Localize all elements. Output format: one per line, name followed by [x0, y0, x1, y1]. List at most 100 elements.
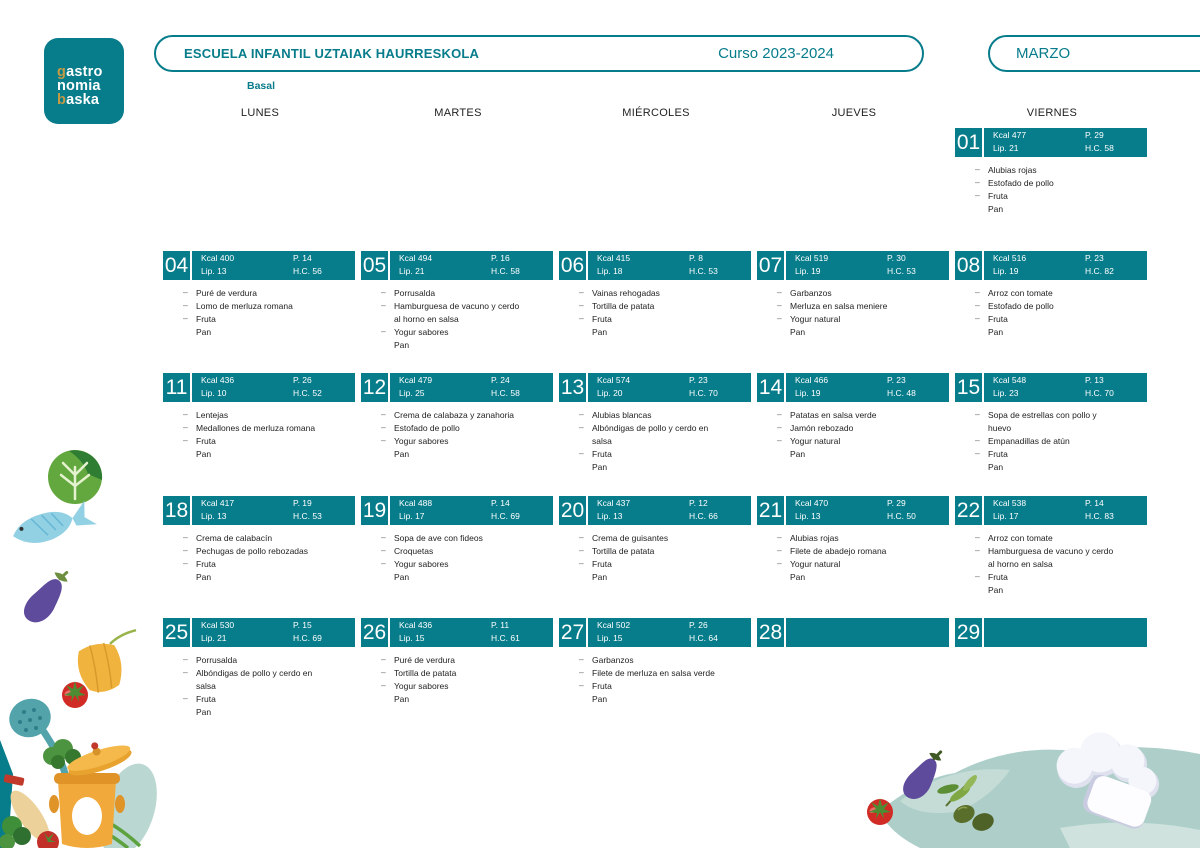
stat-p: P. 12 — [689, 497, 708, 508]
menu-item: Garbanzos — [579, 653, 718, 667]
stat-hc: H.C. 70 — [689, 388, 718, 398]
stat-lip: Lip. 15 — [597, 633, 623, 643]
stat-kcal: Kcal 479 — [399, 375, 433, 385]
day-nutrition-bar: Kcal 479 P. 24 Lip. 25 H.C. 58 — [390, 373, 553, 402]
menu-item: Lentejas — [183, 408, 322, 422]
day-nutrition-bar: Kcal 466 P. 23 Lip. 19 H.C. 48 — [786, 373, 949, 402]
menu-item: Alubias rojas — [777, 531, 916, 545]
menu-item: Porrusalda — [381, 286, 520, 300]
leaf-blob — [99, 763, 157, 848]
stat-lip: Lip. 23 — [993, 388, 1019, 398]
day-cell-11: 11 Kcal 436 P. 26 Lip. 10 H.C. 52 LentejasMed… — [161, 373, 359, 496]
day-cell-13: 13 Kcal 574 P. 23 Lip. 20 H.C. 70 Alubias bla… — [557, 373, 755, 496]
stat-p: P. 13 — [1085, 375, 1104, 385]
stat-p: P. 8 — [689, 252, 704, 263]
day-cell-06: 06 Kcal 415 P. 8 Lip. 18 H.C. 53 Vainas rehog… — [557, 250, 755, 374]
day-cell-14: 14 Kcal 466 P. 23 Lip. 19 H.C. 48 Patatas en … — [755, 373, 953, 496]
menu-item: Yogur sabores — [381, 325, 520, 339]
menu-item-list: PorrusaldaHamburguesa de vacuno y cerdo … — [361, 286, 557, 352]
stat-p: P. 14 — [293, 252, 312, 263]
menu-item: Puré de verdura — [183, 286, 322, 300]
menu-item-list: Crema de guisantesTortilla de patataFrut… — [559, 531, 755, 584]
day-number: 06 — [559, 250, 586, 280]
day-header: 26 Kcal 436 P. 11 Lip. 15 H.C. 61 — [361, 618, 557, 647]
stat-kcal: Kcal 466 — [795, 375, 829, 385]
menu-item: Fruta — [579, 679, 718, 693]
stat-kcal: Kcal 436 — [399, 620, 433, 630]
menu-item: Yogur sabores — [381, 557, 520, 571]
stat-kcal: Kcal 574 — [597, 375, 631, 385]
day-nutrition-bar: Kcal 417 P. 19 Lip. 13 H.C. 53 — [192, 495, 355, 525]
day-header: 21 Kcal 470 P. 29 Lip. 13 H.C. 50 — [757, 495, 953, 525]
menu-item: Fruta — [183, 557, 322, 571]
menu-item: Pan — [790, 449, 806, 459]
menu-item-list: Arroz con tomateEstofado de polloFrutaPa… — [955, 286, 1151, 339]
day-header: 11 Kcal 436 P. 26 Lip. 10 H.C. 52 — [163, 373, 359, 402]
gastronomia-baska-logo: gastro nomia baska — [44, 38, 124, 124]
stat-lip: Lip. 15 — [399, 633, 425, 643]
day-header: 05 Kcal 494 P. 16 Lip. 21 H.C. 58 — [361, 250, 557, 280]
blank-cell — [557, 128, 755, 251]
menu-item: Pan — [592, 462, 608, 472]
stat-hc: H.C. 50 — [887, 510, 916, 521]
blank-cell — [755, 128, 953, 251]
day-number: 05 — [361, 250, 388, 280]
weekday-header-col-4: JUEVES — [831, 107, 877, 119]
day-number: 25 — [163, 618, 190, 647]
day-header: 25 Kcal 530 P. 15 Lip. 21 H.C. 69 — [163, 618, 359, 647]
bread-icon — [10, 790, 50, 842]
day-number: 26 — [361, 618, 388, 647]
day-header: 28 — [757, 618, 953, 647]
menu-item: Pan — [394, 339, 410, 350]
day-nutrition-bar — [984, 618, 1147, 647]
menu-item: Alubias blancas — [579, 408, 718, 422]
day-number: 21 — [757, 495, 784, 525]
weekday-header-col-3: MIÉRCOLES — [622, 107, 690, 119]
day-number: 22 — [955, 495, 982, 525]
stat-p: P. 26 — [293, 375, 312, 385]
menu-item: Estofado de pollo — [975, 299, 1114, 313]
menu-item: Pan — [592, 571, 608, 582]
school-name: ESCUELA INFANTIL UZTAIAK HAURRESKOLA — [184, 46, 480, 61]
menu-item: Albóndigas de pollo y cerdo en salsa — [579, 421, 718, 448]
stat-lip: Lip. 13 — [795, 510, 821, 521]
menu-item: Tortilla de patata — [579, 544, 718, 558]
tomato-icon — [867, 798, 893, 825]
menu-item-list: Sopa de ave con fideosCroquetasYogur sab… — [361, 531, 557, 584]
menu-item: Pan — [988, 584, 1004, 595]
stat-p: P. 15 — [293, 620, 312, 630]
menu-item-list: Alubias rojasEstofado de polloFrutaPan — [955, 163, 1151, 216]
menu-item-list: Crema de calabaza y zanahoriaEstofado de… — [361, 408, 557, 461]
stat-lip: Lip. 13 — [201, 510, 227, 521]
menu-item: Tortilla de patata — [579, 299, 718, 313]
menu-item: Fruta — [975, 447, 1114, 461]
stat-lip: Lip. 13 — [597, 510, 623, 521]
chef-hat-illustration-right — [867, 732, 1200, 848]
menu-item: Fruta — [579, 312, 718, 326]
menu-item-list: Alubias blancasAlbóndigas de pollo y cer… — [559, 408, 755, 474]
day-cell-28: 28 — [755, 618, 953, 741]
day-number: 01 — [955, 128, 982, 157]
menu-item: Yogur sabores — [381, 434, 520, 448]
menu-item: Fruta — [975, 189, 1114, 203]
day-cell-20: 20 Kcal 437 P. 12 Lip. 13 H.C. 66 Crema de gu… — [557, 495, 755, 619]
stat-p: P. 14 — [491, 497, 510, 508]
menu-item: Yogur sabores — [381, 679, 520, 693]
day-cell-19: 19 Kcal 488 P. 14 Lip. 17 H.C. 69 Sopa de ave… — [359, 495, 557, 619]
fish-icon — [13, 500, 97, 543]
day-number: 18 — [163, 495, 190, 525]
stat-hc: H.C. 64 — [689, 633, 718, 643]
stat-p: P. 14 — [1085, 497, 1104, 508]
weekday-header-col-5: VIERNES — [1026, 107, 1078, 119]
stat-p: P. 19 — [293, 497, 312, 508]
day-cell-26: 26 Kcal 436 P. 11 Lip. 15 H.C. 61 Puré de ver… — [359, 618, 557, 741]
menu-item: Pan — [196, 326, 212, 337]
calendar-grid: 01 Kcal 477 P. 29 Lip. 21 H.C. 58 Alubias roj… — [161, 128, 1151, 741]
menu-item: Medallones de merluza romana — [183, 421, 322, 435]
menu-item-list: GarbanzosMerluza en salsa meniereYogur n… — [757, 286, 953, 339]
stat-p: P. 24 — [491, 375, 510, 385]
stat-hc: H.C. 53 — [293, 510, 322, 521]
menu-item-list: GarbanzosFilete de merluza en salsa verd… — [559, 653, 755, 706]
menu-item-list: LentejasMedallones de merluza romanaFrut… — [163, 408, 359, 461]
